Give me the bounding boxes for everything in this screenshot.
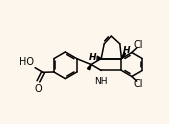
Text: HO: HO: [19, 57, 34, 67]
Text: Cl: Cl: [134, 40, 143, 50]
Text: O: O: [35, 84, 42, 94]
Text: H: H: [123, 46, 130, 55]
Polygon shape: [87, 64, 91, 70]
Text: H: H: [88, 53, 96, 62]
Text: Cl: Cl: [134, 79, 143, 89]
Polygon shape: [122, 53, 126, 59]
Text: NH: NH: [94, 77, 107, 86]
